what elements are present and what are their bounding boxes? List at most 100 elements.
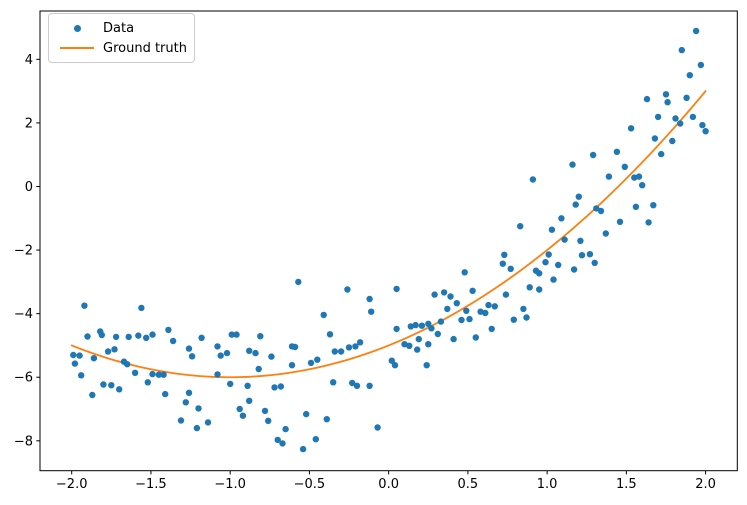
data-point [561,236,568,243]
data-point [393,325,400,333]
data-point [572,201,579,208]
data-point [217,352,224,359]
data-point [697,61,705,69]
data-point [98,331,106,339]
data-point [488,325,495,333]
data-point [155,371,163,378]
plot-frame [39,10,738,472]
data-point [621,163,628,170]
data-point [577,237,584,244]
data-point [702,128,709,135]
data-point [257,333,264,340]
x-tick-label: 1.0 [537,477,558,492]
data-point [331,348,338,355]
data-marker-icon [73,24,81,32]
data-point [149,331,156,338]
data-point [320,311,327,319]
y-tick-label: −8 [14,434,33,449]
data-point [491,303,498,310]
data-point [523,314,530,321]
data-point [501,251,508,258]
data-point [135,332,142,339]
data-point [388,357,395,364]
data-point [288,362,296,369]
data-point [188,353,196,360]
data-point [444,305,451,313]
data-point [536,270,543,277]
data-point [662,91,670,98]
data-point [605,173,613,180]
data-point [536,286,543,293]
y-tick-label: −6 [14,371,33,386]
data-point [295,278,302,286]
data-point [299,445,307,453]
data-point [165,326,172,334]
data-point [520,305,527,313]
legend-ground-truth-label: Ground truth [103,40,187,56]
data-point [414,346,421,353]
data-point [664,99,671,106]
data-point [602,230,609,237]
legend-entry-ground-truth: Ground truth [57,40,188,56]
data-point [112,333,120,341]
data-point [233,331,240,338]
data-point [425,320,432,327]
data-point [434,330,441,338]
data-point [458,316,465,324]
data-point [214,371,221,378]
data-point [323,416,330,423]
data-point [437,318,445,325]
data-point [125,333,132,341]
data-point [431,291,438,298]
data-point [198,334,205,341]
data-point [244,382,251,389]
data-point [366,382,373,389]
data-point [228,331,235,338]
data-point [635,173,643,180]
x-tick-label: 2.0 [695,477,716,492]
data-point [586,251,594,258]
data-point [683,94,690,102]
data-point [104,348,112,355]
data-point [558,215,565,222]
data-point [268,353,275,360]
data-point [227,380,234,388]
data-point [447,293,454,300]
data-point [466,315,473,323]
data-point [326,331,334,338]
data-point [423,362,430,369]
x-tick-label: 0.0 [378,477,399,492]
data-point [550,276,557,283]
data-point [76,352,83,359]
data-point [482,309,489,317]
data-point [428,325,435,332]
data-point [453,300,460,307]
data-point [613,148,621,155]
data-point [182,399,189,406]
legend-marker-column [57,24,97,32]
data-point [643,95,651,103]
data-point [143,334,150,341]
x-tick-label: −1.0 [214,477,246,492]
data-point [356,339,364,346]
y-tick-label: 4 [25,53,33,68]
y-tick-label: 0 [25,180,33,195]
data-point [415,335,422,343]
data-point [344,286,351,293]
data-point [138,304,145,312]
data-point [499,260,506,267]
data-point [246,397,253,404]
data-point [204,419,212,426]
data-point [632,203,640,210]
legend-entry-data: Data [57,20,188,36]
data-point [314,356,321,363]
data-point [261,407,269,415]
data-point [111,346,118,353]
data-point [116,386,123,393]
data-point [677,120,684,127]
data-point [658,150,665,158]
data-point [569,161,576,168]
data-point [246,347,253,354]
data-point [472,334,479,341]
